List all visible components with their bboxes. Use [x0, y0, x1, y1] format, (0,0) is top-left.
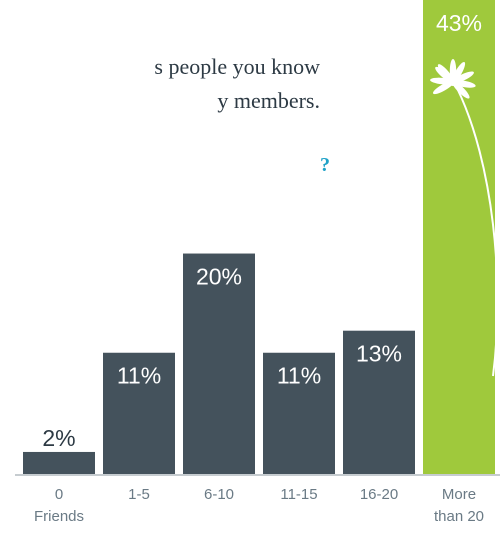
intro-line-2: y members. [217, 88, 320, 113]
tick-label-0-friends: 0 Friends [34, 486, 84, 525]
value-label-0-friends: 2% [42, 425, 75, 451]
bar-0-friends [23, 451, 95, 474]
tick-labels-group: 0 Friends 1-5 6-10 11-15 16-20 More than 20 [34, 486, 484, 525]
tick-label-16-20: 16-20 [360, 486, 398, 503]
bar-6-10 [183, 253, 255, 474]
bars-group [23, 0, 499, 474]
value-labels-group: 2% 11% 20% 11% 13% 43% [42, 10, 482, 451]
tick-label-1-5: 1-5 [128, 486, 150, 503]
tick-label-more-than-20: More than 20 [434, 486, 484, 525]
question-mark: ? [320, 154, 330, 176]
intro-text: s people you know y members. [0, 50, 320, 118]
bar-16-20 [343, 330, 415, 474]
tick-label-11-15: 11-15 [280, 486, 317, 503]
value-label-11-15: 11% [277, 363, 321, 389]
value-label-1-5: 11% [117, 363, 161, 389]
value-label-6-10: 20% [196, 264, 242, 290]
value-label-more-than-20: 43% [436, 10, 482, 36]
tick-label-6-10: 6-10 [204, 486, 234, 503]
bar-11-15 [263, 352, 335, 474]
flower-icon [430, 59, 499, 377]
bar-1-5 [103, 352, 175, 474]
intro-line-1: s people you know [154, 54, 320, 79]
value-label-16-20: 13% [356, 341, 402, 367]
